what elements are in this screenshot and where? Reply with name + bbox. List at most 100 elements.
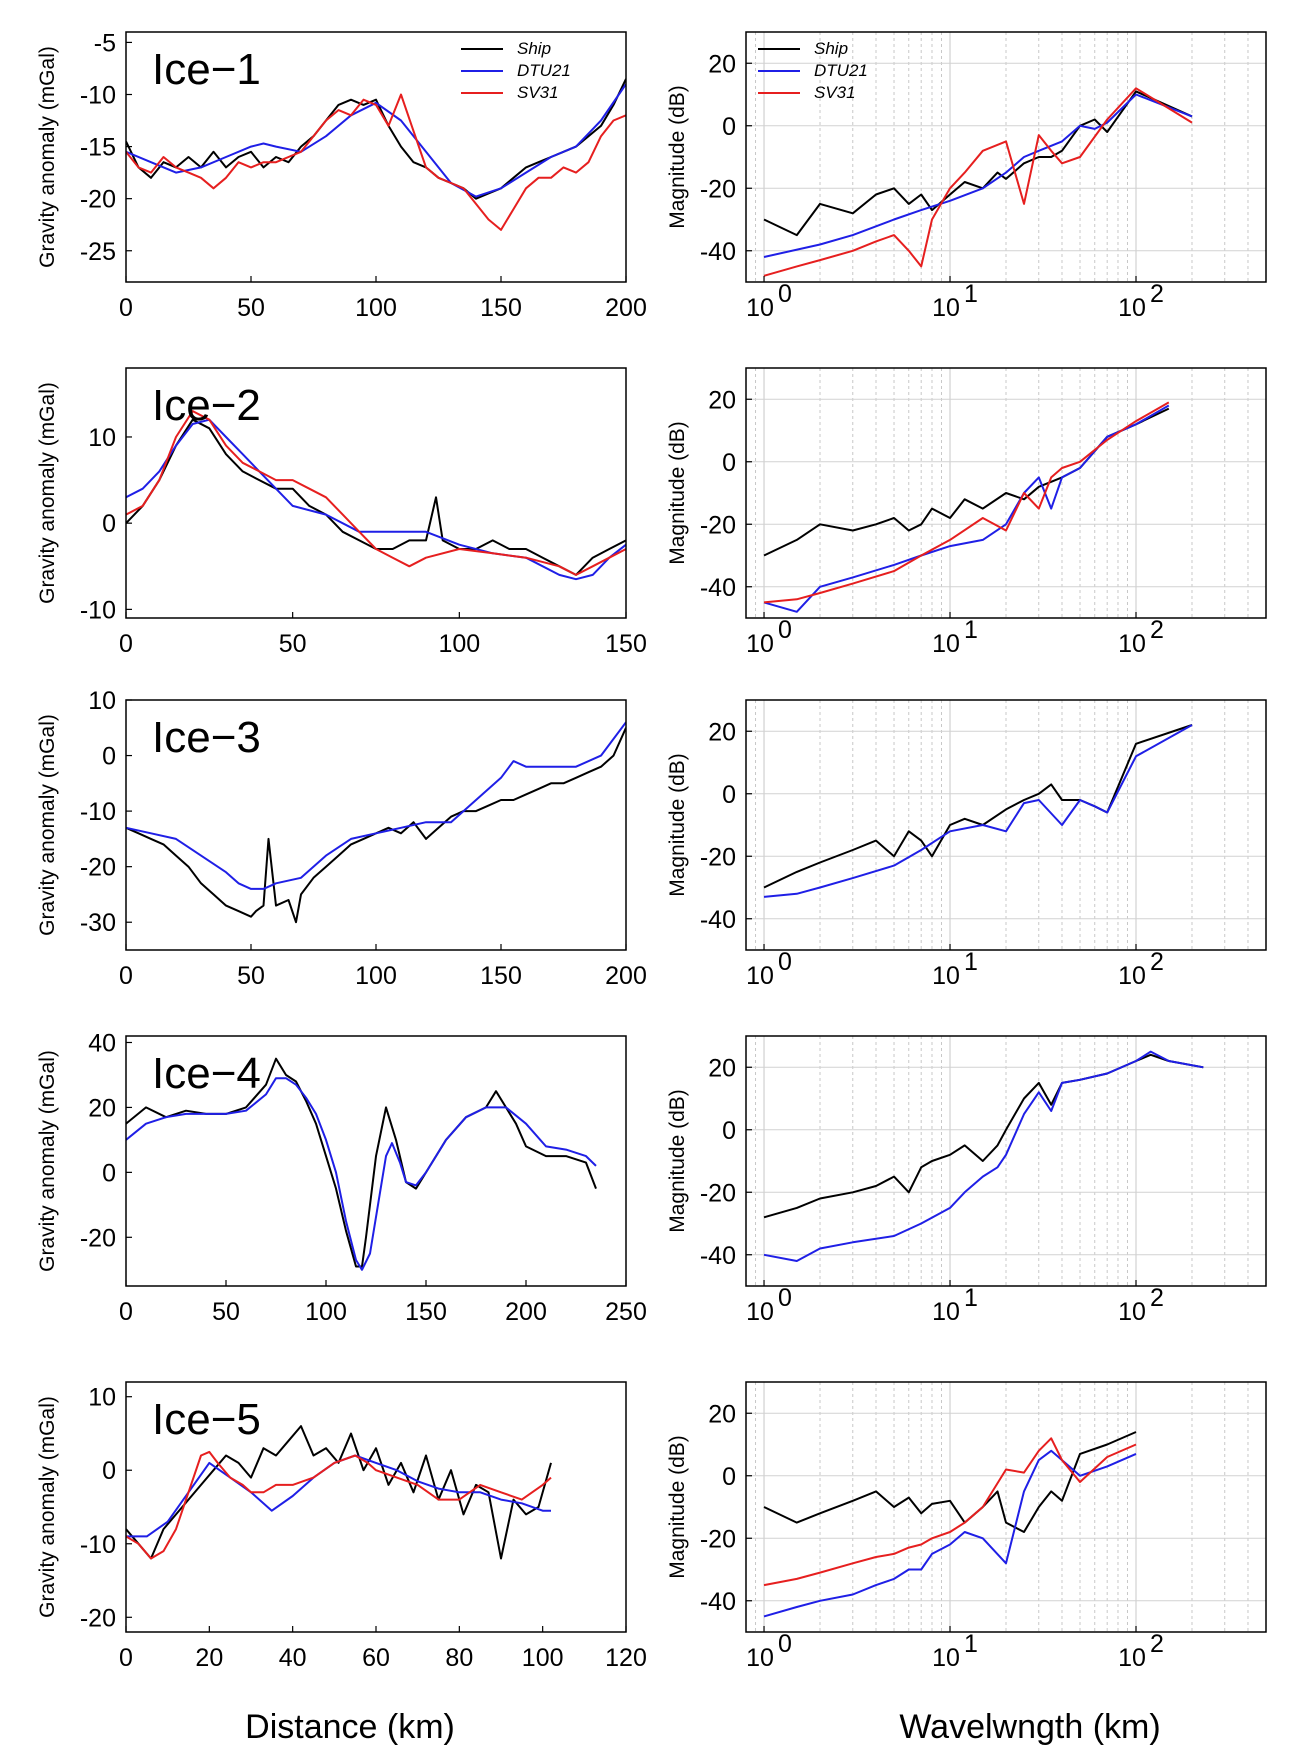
series-line-sv31 [763, 401, 1170, 604]
x-tick-exponent: 2 [1150, 280, 1164, 308]
y-axis-label: Gravity anomaly (mGal) [36, 714, 59, 936]
x-tick-label: 20 [195, 1644, 223, 1672]
series-line-sv31 [763, 1437, 1137, 1587]
x-tick-label: 100 [355, 962, 397, 990]
x-tick-exponent: 1 [964, 616, 978, 644]
legend: Ship DTU21 SV31 [758, 39, 868, 102]
chart-panel-1: 0 50 100 150 200 -25 -20 -15 -10 -5 Gravity anomal… [36, 29, 647, 322]
series-line-dtu21 [763, 404, 1170, 613]
y-tick-label: -20 [80, 1604, 116, 1632]
legend-label-sv31: SV31 [814, 83, 856, 102]
x-tick-exponent: 1 [964, 948, 978, 976]
series-line-ship [126, 418, 626, 576]
series-line-ship [126, 1425, 552, 1560]
y-tick-label: -20 [700, 175, 736, 203]
x-tick-label: 0 [119, 630, 133, 658]
x-tick-exponent: 1 [964, 1284, 978, 1312]
axes-frame [125, 367, 627, 619]
x-tick-label: 10 [746, 294, 774, 322]
x-tick-exponent: 0 [778, 1630, 792, 1658]
x-tick-label: 150 [480, 294, 522, 322]
y-tick-label: -10 [80, 1531, 116, 1559]
series-line-dtu21 [126, 721, 626, 890]
series-line-sv31 [126, 410, 626, 576]
y-tick-label: -40 [700, 1242, 736, 1270]
y-tick-label: 0 [722, 1463, 736, 1491]
x-tick-exponent: 2 [1150, 1284, 1164, 1312]
axes-frame [745, 1035, 1267, 1287]
legend-label-dtu21: DTU21 [517, 61, 571, 80]
x-tick-label: 10 [746, 1644, 774, 1672]
series-line-ship [126, 727, 626, 924]
panel-title: Ice−5 [152, 1395, 261, 1444]
series-line-ship [763, 1053, 1204, 1219]
x-tick-label: 150 [480, 962, 522, 990]
x-tick-label: 10 [746, 1298, 774, 1326]
x-tick-label: 0 [119, 1298, 133, 1326]
y-axis-label: Gravity anomaly (mGal) [36, 1050, 59, 1272]
x-tick-label: 100 [355, 294, 397, 322]
x-axis-label-distance: Distance (km) [245, 1708, 455, 1746]
x-tick-label: 60 [362, 1644, 390, 1672]
legend: Ship DTU21 SV31 [461, 39, 571, 102]
x-tick-exponent: 1 [964, 1630, 978, 1658]
x-tick-exponent: 0 [778, 616, 792, 644]
y-tick-label: -25 [80, 238, 116, 266]
x-tick-exponent: 0 [778, 948, 792, 976]
grid [746, 32, 1266, 282]
y-tick-label: 0 [722, 449, 736, 477]
series-line-dtu21 [763, 724, 1193, 898]
x-tick-label: 0 [119, 294, 133, 322]
grid [746, 1382, 1266, 1632]
x-tick-label: 10 [932, 630, 960, 658]
x-tick-label: 10 [746, 962, 774, 990]
x-tick-label: 50 [212, 1298, 240, 1326]
x-tick-label: 10 [1118, 294, 1146, 322]
series-line-sv31 [126, 1450, 552, 1560]
y-tick-label: -20 [700, 1179, 736, 1207]
y-tick-label: -40 [700, 906, 736, 934]
y-axis-label: Magnitude (dB) [666, 1435, 689, 1579]
x-tick-label: 10 [1118, 1298, 1146, 1326]
x-tick-label: 10 [932, 1644, 960, 1672]
y-tick-label: -40 [700, 1588, 736, 1616]
x-tick-label: 250 [605, 1298, 647, 1326]
x-tick-label: 50 [279, 630, 307, 658]
y-tick-label: 20 [708, 1054, 736, 1082]
chart-panel-5: 0 50 100 150 200 -30 -20 -10 0 10 Gravity anomaly … [36, 687, 647, 990]
x-tick-label: 0 [119, 962, 133, 990]
panel-title: Ice−3 [152, 713, 261, 762]
y-tick-label: 10 [88, 424, 116, 452]
x-tick-label: 10 [932, 962, 960, 990]
y-tick-label: -20 [80, 854, 116, 882]
series-line-dtu21 [126, 1077, 597, 1271]
x-tick-exponent: 1 [964, 280, 978, 308]
axes-frame [745, 699, 1267, 951]
y-tick-label: 0 [102, 1457, 116, 1485]
legend-label-dtu21: DTU21 [814, 61, 868, 80]
x-tick-label: 150 [405, 1298, 447, 1326]
y-axis-label: Gravity anomaly (mGal) [36, 1396, 59, 1618]
series-line-ship [126, 1057, 597, 1268]
y-tick-label: -20 [700, 1525, 736, 1553]
series-line-dtu21 [126, 1454, 551, 1538]
y-axis-label: Magnitude (dB) [666, 1089, 689, 1233]
axes-frame [745, 31, 1267, 283]
panel-title: Ice−1 [152, 45, 261, 94]
y-tick-label: 20 [708, 718, 736, 746]
x-tick-label: 120 [605, 1644, 647, 1672]
series-line-dtu21 [126, 83, 626, 198]
x-tick-label: 50 [237, 294, 265, 322]
legend-label-ship: Ship [517, 39, 551, 58]
x-tick-label: 50 [237, 962, 265, 990]
x-tick-label: 200 [505, 1298, 547, 1326]
axes-frame [745, 367, 1267, 619]
y-tick-label: 0 [102, 743, 116, 771]
x-tick-label: 80 [445, 1644, 473, 1672]
series-line-dtu21 [763, 1050, 1204, 1262]
y-tick-label: 20 [708, 50, 736, 78]
